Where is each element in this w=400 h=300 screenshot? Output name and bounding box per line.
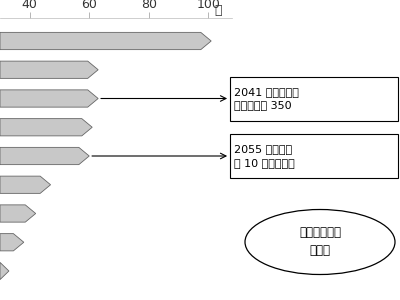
Polygon shape — [0, 262, 9, 280]
Polygon shape — [0, 32, 211, 50]
Polygon shape — [0, 234, 24, 251]
FancyBboxPatch shape — [230, 76, 398, 121]
Polygon shape — [0, 61, 98, 78]
Text: 2041 年は、江戸
の創業から 350: 2041 年は、江戸 の創業から 350 — [234, 87, 299, 110]
Polygon shape — [0, 205, 36, 222]
Text: 長期優良住宅
の時代: 長期優良住宅 の時代 — [299, 226, 341, 257]
FancyBboxPatch shape — [230, 134, 398, 178]
Polygon shape — [0, 176, 50, 194]
Polygon shape — [0, 147, 89, 165]
Text: 年: 年 — [214, 4, 222, 16]
Ellipse shape — [245, 209, 395, 274]
Polygon shape — [0, 90, 98, 107]
Polygon shape — [0, 118, 92, 136]
Text: 2055 年、設立 
で 10 兆円目指す: 2055 年、設立 で 10 兆円目指す — [234, 144, 296, 168]
